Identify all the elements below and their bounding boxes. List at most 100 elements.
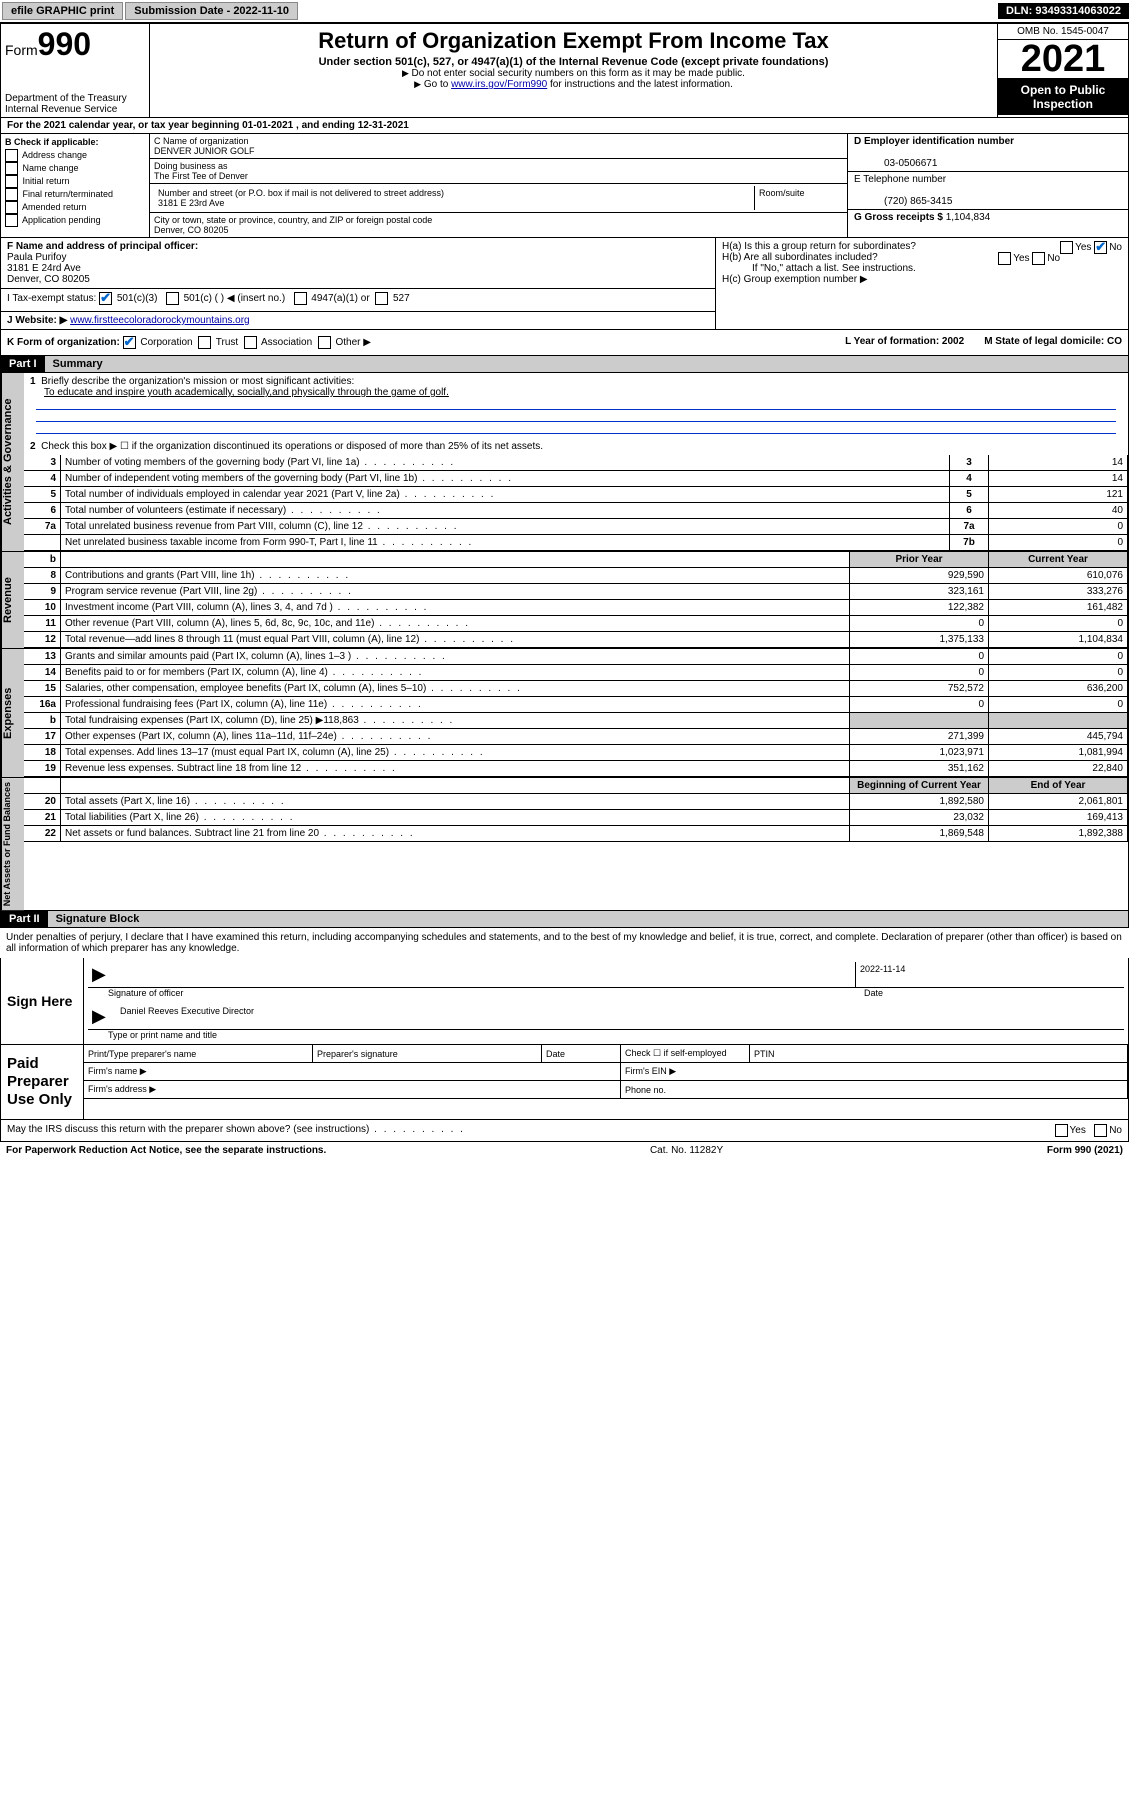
rev-content: bPrior YearCurrent Year8Contributions an… [24,552,1128,648]
checkbox-name-change[interactable] [5,162,18,175]
l-year: L Year of formation: 2002 [845,336,984,349]
pt-date-label: Date [542,1045,621,1063]
checkbox-address-change[interactable] [5,149,18,162]
q2-block: 2 Check this box ▶ ☐ if the organization… [24,438,1128,455]
opt-4947: 4947(a)(1) or [311,293,369,304]
website-link[interactable]: www.firstteecoloradorockymountains.org [70,315,250,326]
table-row: 22Net assets or fund balances. Subtract … [24,826,1128,842]
vlabel-revenue: Revenue [1,552,24,648]
checkbox-corp[interactable] [123,336,136,349]
table-row: 8Contributions and grants (Part VIII, li… [24,568,1128,584]
j-block: J Website: ▶ www.firstteecoloradorockymo… [1,311,715,329]
ptin-label: PTIN [750,1045,1128,1063]
f-label: F Name and address of principal officer: [7,241,198,252]
table-row: 5Total number of individuals employed in… [24,487,1128,503]
f-block: F Name and address of principal officer:… [7,241,709,285]
dba-cell: Doing business as The First Tee of Denve… [150,159,847,184]
officer-name-title: Daniel Reeves Executive Director [116,1004,1124,1029]
checkbox-amended[interactable] [5,201,18,214]
left-fij: F Name and address of principal officer:… [1,238,716,329]
form-subtitle: Under section 501(c), 527, or 4947(a)(1)… [156,56,991,68]
checkbox-ha-no[interactable] [1094,241,1107,254]
tax-year-range: For the 2021 calendar year, or tax year … [7,120,409,131]
checkbox-501c[interactable] [166,292,179,305]
net-content: Beginning of Current YearEnd of Year20To… [24,778,1128,910]
efile-print-button[interactable]: efile GRAPHIC print [2,2,123,20]
ein-label: D Employer identification number [854,136,1014,147]
gov-content: 1 Briefly describe the organization's mi… [24,373,1128,551]
opt-final: Final return/terminated [23,189,114,199]
pt-check-label: Check ☐ if self-employed [621,1045,750,1063]
officer-addr2: Denver, CO 80205 [7,274,90,285]
gross-cell: G Gross receipts $ 1,104,834 [848,210,1128,225]
checkbox-hb-yes[interactable] [998,252,1011,265]
org-name: DENVER JUNIOR GOLF [154,146,255,156]
q2-text: Check this box ▶ ☐ if the organization d… [41,441,543,452]
form-title: Return of Organization Exempt From Incom… [156,28,991,54]
no-label: No [1109,1125,1122,1136]
table-header: Beginning of Current YearEnd of Year [24,778,1128,794]
header-left: Form990 Department of the Treasury Inter… [1,24,150,117]
i-block: I Tax-exempt status: 501(c)(3) 501(c) ( … [1,288,715,308]
table-row: 13Grants and similar amounts paid (Part … [24,649,1128,665]
hc-label: H(c) Group exemption number ▶ [722,274,1122,285]
table-row: 4Number of independent voting members of… [24,471,1128,487]
row-k: K Form of organization: Corporation Trus… [0,330,1129,356]
part1-tag: Part I [1,356,45,372]
checkbox-527[interactable] [375,292,388,305]
ein-cell: D Employer identification number 03-0506… [848,134,1128,172]
dba-value: The First Tee of Denver [154,171,248,181]
sig-date-value: 2022-11-14 [856,962,1124,987]
mission-text: To educate and inspire youth academicall… [30,387,449,398]
b-label: B Check if applicable: [5,137,99,147]
opt-name: Name change [23,163,79,173]
hb-note: If "No," attach a list. See instructions… [722,263,1122,274]
paid-row2: Firm's name ▶ Firm's EIN ▶ [84,1063,1128,1081]
firm-addr-label: Firm's address ▶ [84,1081,621,1099]
hb-label: H(b) Are all subordinates included? [722,252,878,263]
table-header: bPrior YearCurrent Year [24,552,1128,568]
checkbox-final[interactable] [5,188,18,201]
checkbox-initial[interactable] [5,175,18,188]
form-990: 990 [38,26,91,62]
type-name-label: Type or print name and title [108,1030,217,1040]
rev-block: Revenue bPrior YearCurrent Year8Contribu… [0,552,1129,649]
org-name-label: C Name of organization [154,136,249,146]
checkbox-assoc[interactable] [244,336,257,349]
irs-link[interactable]: www.irs.gov/Form990 [451,79,547,90]
mission-line [36,423,1116,434]
part1-title: Summary [45,356,1128,372]
table-row: 12Total revenue—add lines 8 through 11 (… [24,632,1128,648]
pra-notice: For Paperwork Reduction Act Notice, see … [6,1145,326,1156]
gov-table: 3Number of voting members of the governi… [24,455,1128,551]
checkbox-ha-yes[interactable] [1060,241,1073,254]
paid-preparer-label: Paid Preparer Use Only [1,1045,83,1119]
checkbox-discuss-yes[interactable] [1055,1124,1068,1137]
yes-label: Yes [1070,1125,1086,1136]
checkbox-pending[interactable] [5,214,18,227]
checkbox-4947[interactable] [294,292,307,305]
checkbox-hb-no[interactable] [1032,252,1045,265]
checkbox-501c3[interactable] [99,292,112,305]
ha-label: H(a) Is this a group return for subordin… [722,241,916,252]
goto-note: Go to www.irs.gov/Form990 for instructio… [156,79,991,90]
row-a: For the 2021 calendar year, or tax year … [0,118,1129,134]
table-row: 7aTotal unrelated business revenue from … [24,519,1128,535]
ha-row: H(a) Is this a group return for subordin… [722,241,1122,252]
exp-table: 13Grants and similar amounts paid (Part … [24,649,1128,777]
table-row: 9Program service revenue (Part VIII, lin… [24,584,1128,600]
city-cell: City or town, state or province, country… [150,213,847,237]
opt-amended: Amended return [22,202,87,212]
sig-officer-label: Signature of officer [108,988,864,998]
checkbox-other[interactable] [318,336,331,349]
firm-name-label: Firm's name ▶ [84,1063,621,1081]
col-c: C Name of organization DENVER JUNIOR GOL… [150,134,847,237]
footer: For Paperwork Reduction Act Notice, see … [0,1142,1129,1159]
checkbox-discuss-no[interactable] [1094,1124,1107,1137]
checkbox-trust[interactable] [198,336,211,349]
exp-block: Expenses 13Grants and similar amounts pa… [0,649,1129,778]
top-toolbar: efile GRAPHIC print Submission Date - 20… [0,0,1129,23]
gov-block: Activities & Governance 1 Briefly descri… [0,373,1129,552]
table-row: 16aProfessional fundraising fees (Part I… [24,697,1128,713]
gross-value: 1,104,834 [946,212,991,223]
